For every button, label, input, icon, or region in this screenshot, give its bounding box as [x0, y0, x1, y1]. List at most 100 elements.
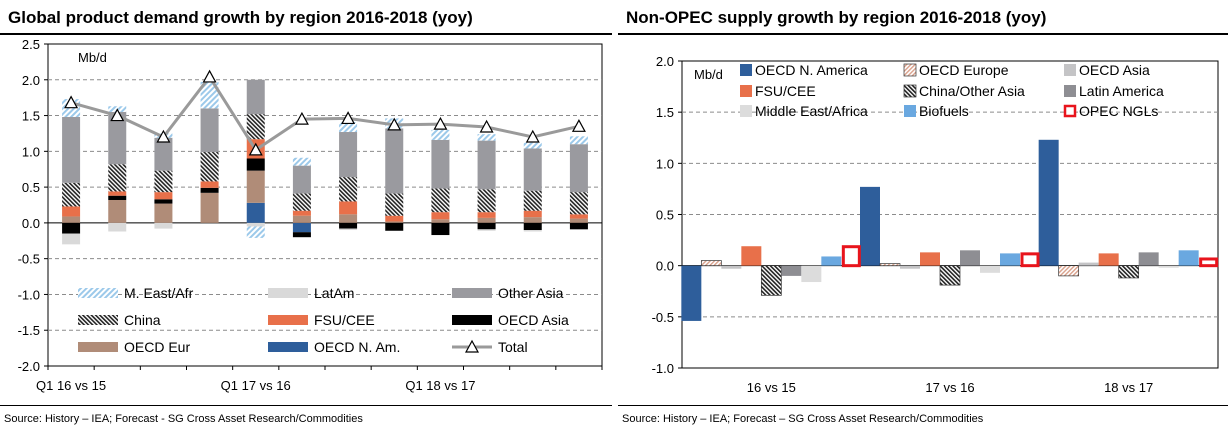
legend-label: LatAm [314, 285, 354, 301]
bar-segment-oecd_eur [385, 221, 404, 223]
y-tick-label: -1.0 [18, 287, 40, 302]
bar-segment-oecd_asia [292, 232, 311, 238]
bar-segment-china [339, 177, 358, 202]
legend-label: OPEC NGLs [1079, 103, 1158, 119]
bar-segment-china [108, 164, 127, 192]
bar-segment-other_asia [246, 79, 265, 115]
bar-segment-fsu_cee [292, 210, 311, 216]
total-marker [387, 117, 402, 131]
bar-opec_ngls [841, 245, 861, 268]
y-tick-label: 0.0 [22, 216, 40, 231]
bar-segment-oecd_eur [523, 217, 542, 223]
y-tick-label: 1.0 [656, 156, 674, 171]
legend-swatch-m_east_afr [78, 288, 118, 298]
bar-segment-fsu_cee [477, 212, 496, 218]
legend-swatch-other_asia [452, 288, 492, 298]
legend-swatch-opec_ngls [1063, 104, 1077, 118]
bar-segment-oecd_asia [200, 187, 219, 193]
y-tick-label: 0.5 [22, 180, 40, 195]
bar-segment-china [477, 189, 496, 213]
bar-biofuels [1178, 250, 1199, 266]
bar-segment-other_asia [200, 108, 219, 153]
bar-segment-oecd_eur [200, 192, 219, 223]
legend-label: OECD N. America [755, 62, 868, 78]
bar-oecd_n_america [860, 186, 880, 266]
bar-segment-fsu_cee [339, 201, 358, 215]
bar-segment-other_asia [108, 111, 127, 165]
x-tick-label: Q1 17 vs 16 [221, 378, 291, 393]
bar-segment-oecd_asia [62, 222, 81, 234]
bar-oecd_europe [1058, 265, 1080, 277]
bar-segment-m_east_afr [569, 136, 588, 145]
bar-segment-china [431, 188, 450, 213]
legend-label: OECD Asia [498, 312, 569, 328]
bar-segment-oecd_eur [339, 214, 358, 223]
bar-segment-china [154, 170, 173, 193]
bar-segment-m_east_afr [431, 129, 450, 140]
bar-segment-china [523, 190, 542, 211]
legend-label: China [124, 312, 161, 328]
legend-swatch-china_other_asia [903, 84, 917, 98]
bar-segment-other_asia [62, 116, 81, 183]
bar-segment-other_asia [385, 128, 404, 194]
left-panel: Global product demand growth by region 2… [0, 0, 612, 444]
right-chart-title: Non-OPEC supply growth by region 2016-20… [626, 8, 1047, 27]
legend-label: OECD N. Am. [314, 339, 400, 355]
y-tick-label: -0.5 [652, 310, 674, 325]
x-tick-label: 16 vs 15 [747, 380, 796, 395]
bar-segment-oecd_n_am [292, 222, 311, 233]
bar-segment-china [569, 192, 588, 215]
left-title-rule [0, 33, 612, 35]
bar-segment-fsu_cee [62, 206, 81, 217]
right-source-note: Source: History – IEA; Forecast – SG Cro… [622, 413, 984, 425]
left-chart: 2.5 2.0 1.5 1.0 0.5 0.0 -0.5 -1.0 -1.5 -2.0 Mb/d Q1… [18, 37, 603, 393]
legend-swatch-oecd_asia [452, 315, 492, 325]
bar-segment-china [246, 114, 265, 140]
bar-segment-latam [339, 228, 358, 231]
legend-label: M. East/Afr [124, 285, 194, 301]
legend-swatch-latin_america [1064, 85, 1076, 97]
bar-segment-oecd_asia [339, 222, 358, 229]
bar-segment-other_asia [292, 165, 311, 194]
legend-label: OECD Asia [1079, 62, 1150, 78]
bar-segment-oecd_eur [246, 170, 265, 203]
x-tick-label: 18 vs 17 [1104, 380, 1153, 395]
bar-segment-other_asia [477, 140, 496, 190]
legend-label: FSU/CEE [314, 312, 375, 328]
bar-segment-oecd_asia [154, 199, 173, 204]
unit-label: Mb/d [78, 50, 107, 65]
left-chart-title: Global product demand growth by region 2… [8, 8, 473, 27]
bar-segment-other_asia [339, 132, 358, 178]
y-tick-label: 0.5 [656, 208, 674, 223]
bar-fsu_cee [741, 246, 762, 266]
legend-swatch-middle_east_africa [740, 105, 752, 117]
bar-fsu_cee [1098, 253, 1119, 266]
bar-segment-latam [477, 229, 496, 231]
bar-fsu_cee [920, 252, 940, 266]
bar-china_other_asia [760, 265, 782, 296]
bar-segment-fsu_cee [431, 212, 450, 220]
bar-china_other_asia [1118, 265, 1140, 279]
bar-segment-china [62, 182, 81, 207]
bar-segment-fsu_cee [569, 214, 588, 219]
total-marker [479, 119, 494, 133]
legend-swatch-fsu_cee [740, 85, 752, 97]
bar-oecd_europe [700, 260, 722, 267]
total-marker [202, 69, 217, 83]
bar-segment-oecd_asia [523, 222, 542, 231]
bar-segment-other_asia [523, 148, 542, 191]
y-tick-label: 1.0 [22, 144, 40, 159]
y-tick-label: 1.5 [22, 109, 40, 124]
y-tick-label: 2.0 [22, 73, 40, 88]
legend-swatch-fsu_cee [268, 315, 308, 325]
legend-label: Middle East/Africa [755, 103, 868, 119]
right-chart: 2.0 1.5 1.0 0.5 0.0 -0.5 -1.0 Mb/d 16 vs 15 17 vs… [652, 54, 1219, 395]
bar-segment-oecd_eur [569, 218, 588, 223]
bar-segment-fsu_cee [385, 215, 404, 222]
legend-label: Biofuels [919, 103, 969, 119]
bar-segment-latam [246, 222, 265, 227]
bar-segment-oecd_asia [108, 195, 127, 200]
bar-segment-oecd_eur [292, 215, 311, 223]
y-tick-label: -1.5 [18, 323, 40, 338]
legend-swatch-latam [268, 288, 308, 298]
